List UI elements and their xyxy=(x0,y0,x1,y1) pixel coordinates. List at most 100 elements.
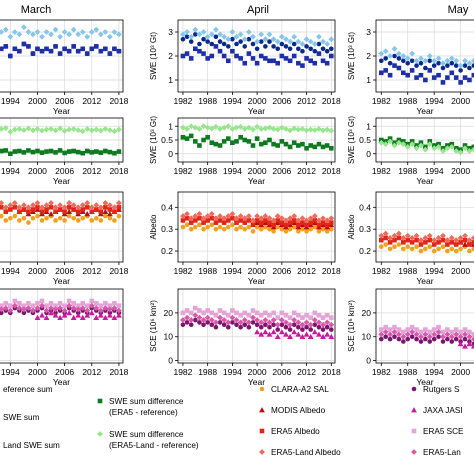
x-tick-label: 2012 xyxy=(297,166,316,176)
y-tick-label: 2 xyxy=(366,51,371,61)
data-point-era5_sce xyxy=(103,301,108,306)
data-point-swe_diff_era5land xyxy=(470,146,474,153)
data-point-era5land_sce xyxy=(0,306,5,313)
data-point-era5land_sce xyxy=(39,302,45,309)
data-point-era5_sce xyxy=(116,303,122,309)
data-point-rutgers_sce xyxy=(180,322,186,328)
data-point-swe_diff_era5 xyxy=(62,150,67,156)
data-point-era5land_albedo xyxy=(299,215,306,222)
data-point-era5land_albedo xyxy=(426,232,433,239)
data-point-era5_sce xyxy=(316,312,322,318)
data-point-era5_sce xyxy=(21,303,27,309)
data-point-era5land_sce xyxy=(16,305,23,311)
data-point-era5land_swe_sum xyxy=(274,38,281,45)
data-point-swe_diff_era5land xyxy=(84,126,91,132)
legend-label-era5_swe_sum: SWE sum xyxy=(3,413,40,422)
x-tick-label: 2018 xyxy=(322,367,341,377)
data-point-swe_ref_sum xyxy=(197,41,202,47)
data-point-swe_diff_era5land xyxy=(192,124,199,131)
data-point-jaxa_jasmes_sce xyxy=(102,314,109,320)
data-point-jaxa_jasmes_sce xyxy=(287,333,293,340)
data-point-swe_diff_era5 xyxy=(112,150,117,156)
legend-label-era5land_albedo: ERA5-Land Albedo xyxy=(271,448,341,457)
data-point-era5land_swe_sum xyxy=(48,31,54,38)
data-point-swe_diff_era5land xyxy=(462,145,468,152)
data-point-era5_swe_sum xyxy=(471,72,474,78)
legend-marker-modis_albedo xyxy=(259,407,265,413)
data-point-swe_diff_era5land xyxy=(217,126,223,132)
data-point-era5_swe_sum xyxy=(246,51,252,56)
x-tick-label: 2012 xyxy=(82,266,101,276)
data-point-era5_sce xyxy=(98,303,104,309)
data-point-clara_sal xyxy=(392,244,397,249)
data-point-jaxa_jasmes_sce xyxy=(43,314,50,320)
data-point-era5land_swe_sum xyxy=(180,31,186,38)
data-point-rutgers_sce xyxy=(254,322,260,328)
data-point-era5land_swe_sum xyxy=(208,31,215,38)
data-point-era5_albedo xyxy=(258,220,264,225)
data-point-clara_sal xyxy=(283,229,289,234)
data-point-era5_albedo xyxy=(418,242,424,247)
data-point-era5_swe_sum xyxy=(193,46,198,52)
data-point-rutgers_sce xyxy=(258,324,264,330)
data-point-era5land_swe_sum xyxy=(30,31,36,38)
data-point-era5_albedo xyxy=(246,218,252,223)
data-point-swe_ref_sum xyxy=(453,63,459,68)
data-point-era5_sce xyxy=(112,301,117,306)
data-point-swe_diff_era5 xyxy=(75,149,81,155)
data-point-era5land_swe_sum xyxy=(61,29,68,35)
y-tick-label: 0.2 xyxy=(161,246,173,256)
data-point-era5land_sce xyxy=(426,333,433,340)
data-point-swe_diff_era5 xyxy=(80,150,86,156)
data-point-era5_sce xyxy=(197,308,202,313)
data-point-era5land_albedo xyxy=(303,217,310,224)
data-point-era5_swe_sum xyxy=(263,56,268,61)
data-point-era5land_sce xyxy=(404,331,411,338)
data-point-era5land_swe_sum xyxy=(241,36,248,43)
y-tick-label: 1 xyxy=(366,121,371,131)
data-point-era5_albedo xyxy=(320,220,326,225)
data-point-swe_diff_era5land xyxy=(200,123,207,130)
panel-swe_diff-april: 1982 1988 1994 2000 2006 2012 2018 Year 0 0.5 1 SWE… xyxy=(149,116,341,186)
y-tick-label: 0 xyxy=(168,356,173,366)
y-tick-label: 20 xyxy=(164,308,174,318)
panel-sce-may: 1982 1988 1994 2000 Year 0 10 20 SCE (10⁶ km²) xyxy=(347,288,474,387)
data-point-clara_sal xyxy=(44,215,49,221)
legend-marker-era5land_albedo xyxy=(259,449,265,455)
data-point-swe_diff_era5 xyxy=(312,144,318,150)
data-point-clara_sal xyxy=(320,226,326,232)
data-point-swe_ref_sum xyxy=(271,44,276,49)
data-point-era5land_albedo xyxy=(30,202,36,209)
data-point-era5land_albedo xyxy=(283,217,289,224)
data-point-era5_swe_sum xyxy=(17,48,22,54)
data-point-era5_swe_sum xyxy=(12,46,18,52)
data-point-era5land_sce xyxy=(262,317,269,323)
data-point-era5land_sce xyxy=(102,305,109,311)
data-point-era5land_albedo xyxy=(378,232,385,239)
data-point-clara_sal xyxy=(17,218,22,223)
data-point-rutgers_sce xyxy=(378,336,384,342)
data-point-era5_sce xyxy=(287,315,293,320)
data-point-era5land_swe_sum xyxy=(217,31,223,38)
data-point-era5_albedo xyxy=(107,207,113,212)
data-point-era5land_swe_sum xyxy=(453,57,460,64)
data-point-era5land_albedo xyxy=(400,235,407,241)
data-point-era5_albedo xyxy=(431,242,437,247)
data-point-clara_sal xyxy=(98,218,104,223)
data-point-era5land_sce xyxy=(225,319,232,326)
y-tick-label: 2 xyxy=(168,51,173,61)
data-point-swe_diff_era5land xyxy=(79,128,86,135)
data-point-swe_diff_era5land xyxy=(34,126,41,132)
data-point-era5_albedo xyxy=(94,207,99,212)
x-tick-label: 2012 xyxy=(297,266,316,276)
legend: eference sum SWE sum Land SWE sum SWE sum d… xyxy=(3,385,464,457)
data-point-clara_sal xyxy=(80,215,86,221)
x-tick-label: 2000 xyxy=(28,96,47,106)
data-point-era5land_swe_sum xyxy=(75,31,82,38)
data-point-era5land_swe_sum xyxy=(316,33,322,40)
x-tick-label: 2018 xyxy=(322,266,341,276)
data-point-swe_diff_era5land xyxy=(93,126,100,133)
data-point-era5_albedo xyxy=(445,242,450,247)
data-point-era5_sce xyxy=(250,308,256,313)
